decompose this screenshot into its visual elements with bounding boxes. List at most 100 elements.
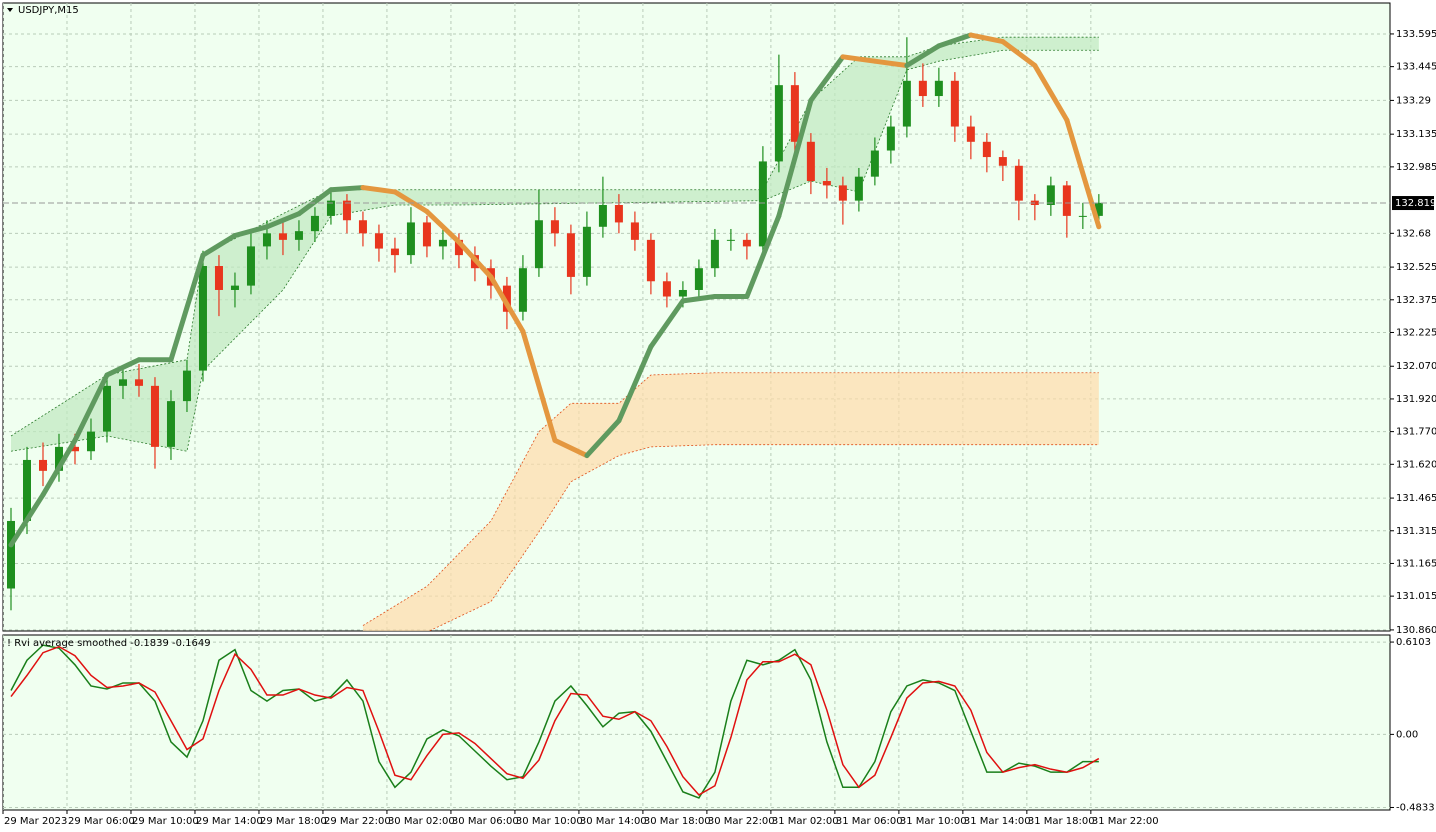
candle-body <box>822 181 831 186</box>
smooth-line-segment <box>200 233 238 258</box>
candle-body <box>758 161 767 247</box>
candle-body <box>182 370 191 402</box>
candle-body <box>918 80 927 97</box>
x-tick-label: 29 Mar 22:00 <box>324 816 391 827</box>
x-tick-label: 29 Mar 10:00 <box>132 816 199 827</box>
candle-body <box>278 233 287 240</box>
candle-body <box>950 80 959 127</box>
candle-body <box>22 459 31 521</box>
candle-body <box>150 385 159 447</box>
smooth-line-segment <box>808 54 846 103</box>
x-tick-label: 31 Mar 18:00 <box>1028 816 1095 827</box>
smooth-line-segment <box>776 97 814 219</box>
x-tick-label: 30 Mar 22:00 <box>708 816 775 827</box>
oscillator-line <box>10 644 1099 799</box>
candle-body <box>598 204 607 227</box>
oscillator-plot <box>3 635 1390 810</box>
candle-body <box>1078 215 1087 217</box>
candle-body <box>54 446 63 471</box>
y-tick-label: 132.225 <box>1396 327 1436 338</box>
candle-body <box>534 220 543 269</box>
candle-body <box>118 379 127 386</box>
y-tick-label: 131.620 <box>1396 459 1436 470</box>
smooth-line-segment <box>8 492 46 548</box>
candle-body <box>886 126 895 151</box>
smooth-line-segment <box>232 224 270 239</box>
candle-body <box>838 185 847 201</box>
smooth-line-segment <box>392 189 430 215</box>
smooth-line-segment <box>104 357 142 378</box>
smooth-line-segment <box>680 294 718 304</box>
candle-body <box>438 239 447 247</box>
smooth-line-segment <box>40 437 78 498</box>
candle-body <box>694 268 703 290</box>
candle-body <box>774 85 783 162</box>
smooth-line-segment <box>648 298 686 350</box>
oscillator-panel <box>2 634 1391 811</box>
smooth-line-segment <box>840 54 878 64</box>
candle-body <box>854 176 863 201</box>
smooth-line-segment <box>168 252 206 363</box>
candle-body <box>1014 165 1023 201</box>
y-tick-label: 131.015 <box>1396 591 1436 602</box>
band-edge <box>362 372 1099 626</box>
candle-body <box>806 141 815 182</box>
candle-body <box>566 233 575 277</box>
candle-body <box>342 200 351 221</box>
candle-body <box>374 233 383 249</box>
candle-body <box>326 200 335 216</box>
x-tick-label: 31 Mar 02:00 <box>772 816 839 827</box>
smooth-line-segment <box>424 209 462 245</box>
candle-body <box>502 285 511 312</box>
y-tick-label: 131.165 <box>1396 558 1436 569</box>
menu-arrow[interactable] <box>7 8 13 12</box>
x-tick-label: 31 Mar 22:00 <box>1092 816 1159 827</box>
candle-body <box>790 85 799 142</box>
x-tick-label: 30 Mar 02:00 <box>388 816 455 827</box>
candle-body <box>982 141 991 158</box>
candle-body <box>102 385 111 432</box>
smooth-line-segment <box>72 372 110 443</box>
smooth-line-segment <box>904 43 942 69</box>
smooth-line-segment <box>744 213 782 300</box>
candle-body <box>550 220 559 234</box>
smooth-line-segment <box>968 32 1006 45</box>
smooth-line-segment <box>296 187 334 217</box>
y-tick-label: -0.4833 <box>1396 802 1435 813</box>
band-edge <box>428 444 1099 631</box>
smooth-line-segment <box>1000 39 1038 69</box>
x-tick-label: 31 Mar 14:00 <box>964 816 1031 827</box>
candle-body <box>262 233 271 247</box>
candle-body <box>1094 202 1103 216</box>
y-tick-label: 133.29 <box>1396 95 1431 106</box>
candle-body <box>198 266 207 371</box>
candle-body <box>406 222 415 256</box>
smooth-line-segment <box>616 344 654 424</box>
candle-body <box>870 150 879 177</box>
candle-body <box>214 266 223 290</box>
y-tick-label: 132.070 <box>1396 361 1436 372</box>
x-tick-label: 30 Mar 06:00 <box>452 816 519 827</box>
band-area <box>10 37 1099 452</box>
y-tick-label: 132.985 <box>1396 162 1436 173</box>
y-tick-label: 132.525 <box>1396 262 1436 273</box>
chart-title: USDJPY,M15 <box>18 5 79 16</box>
y-tick-label: 131.315 <box>1396 526 1436 537</box>
y-tick-label: 133.445 <box>1396 62 1436 73</box>
smooth-line-segment <box>1064 117 1102 230</box>
candle-body <box>70 446 79 452</box>
x-tick-label: 29 Mar 2023 <box>4 816 67 827</box>
candle-body <box>726 239 735 241</box>
candle-body <box>646 239 655 282</box>
candle-body <box>1062 185 1071 216</box>
y-tick-label: 132.68 <box>1396 228 1431 239</box>
y-tick-label: 131.920 <box>1396 394 1436 405</box>
candle-body <box>166 401 175 447</box>
last-price-label: 132.819 <box>1395 198 1436 209</box>
x-tick-label: 29 Mar 06:00 <box>68 816 135 827</box>
candle-body <box>678 289 687 297</box>
x-tick-label: 30 Mar 18:00 <box>644 816 711 827</box>
smooth-line-segment <box>936 32 974 49</box>
